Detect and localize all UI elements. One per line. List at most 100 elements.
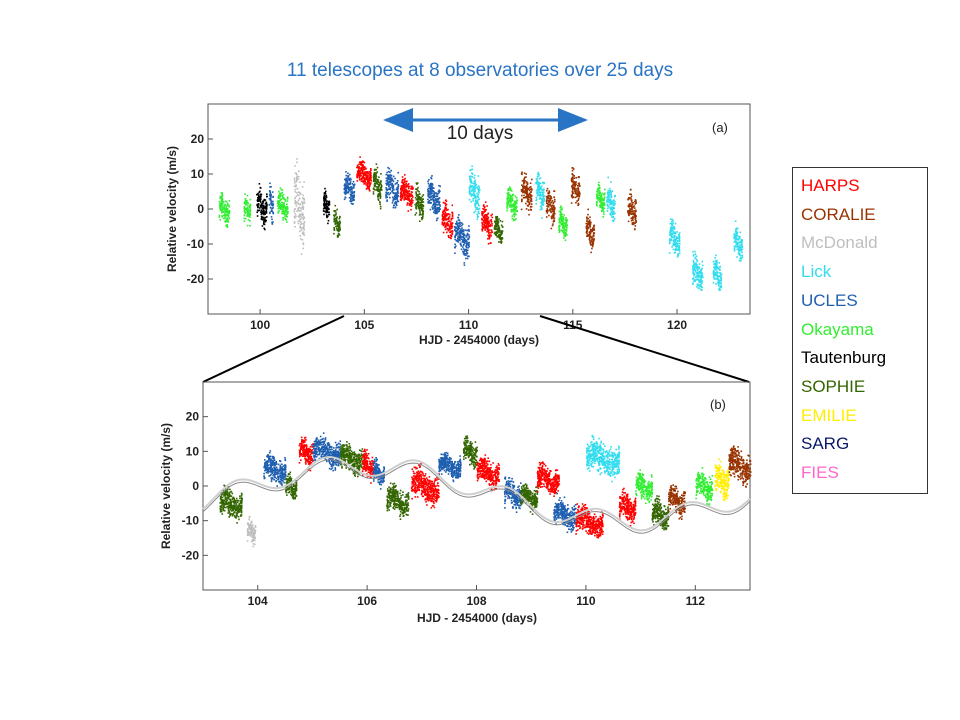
points-ucles-a11 xyxy=(385,166,400,209)
points-harps-a18 xyxy=(481,201,494,245)
y-tick-label: 0 xyxy=(192,479,199,493)
legend-entry-lick: Lick xyxy=(801,262,832,282)
model-curve-line xyxy=(202,455,751,532)
legend-entry-sophie: SOPHIE xyxy=(801,376,866,396)
points-sophie-b12 xyxy=(462,435,478,470)
points-mcdonald-a5 xyxy=(293,158,306,255)
panel-b-axes: 104 106 108 110 112 -20 -10 0 10 20 xyxy=(182,410,706,608)
points-harps-a12 xyxy=(399,174,414,212)
y-tick-label: 10 xyxy=(191,167,205,181)
x-tick-label: 110 xyxy=(459,318,479,332)
points-sophie-b0 xyxy=(219,484,243,524)
y-tick-label: -20 xyxy=(182,548,200,562)
panel-b-points xyxy=(219,432,752,548)
panel-b-ylabel: Relative velocity (m/s) xyxy=(159,423,173,549)
x-tick-label: 108 xyxy=(466,594,486,608)
points-okayama-a1 xyxy=(243,193,252,227)
points-ucles-b11 xyxy=(438,451,462,483)
points-okayama-a27 xyxy=(595,181,606,218)
points-harps-a9 xyxy=(356,156,373,192)
points-okayama-a0 xyxy=(218,192,231,228)
points-lick-b19 xyxy=(585,434,621,483)
panel-b-label: (b) xyxy=(710,397,726,412)
legend-entry-tautenburg: Tautenburg xyxy=(801,348,887,368)
legend-entry-mcdonald: McDonald xyxy=(801,233,878,253)
x-tick-label: 120 xyxy=(667,318,687,332)
y-tick-label: -10 xyxy=(182,514,200,528)
y-tick-label: -10 xyxy=(187,237,205,251)
x-tick-label: 104 xyxy=(248,594,268,608)
points-coralie-a21 xyxy=(520,171,533,216)
legend-entry-emilie: EMILIE xyxy=(801,405,857,425)
span-label: 10 days xyxy=(447,123,514,144)
points-harps-b20 xyxy=(618,487,637,527)
panel-a-xlabel: HJD - 2454000 (days) xyxy=(419,333,539,347)
panel-b: 104 106 108 110 112 -20 -10 0 10 20 (b) HJD - 245… xyxy=(159,381,752,625)
points-okayama-b24 xyxy=(695,467,714,507)
points-ucles-b2 xyxy=(263,450,287,487)
points-okayama-a20 xyxy=(506,186,519,222)
zoom-line-left xyxy=(202,315,345,383)
points-lick-a32 xyxy=(712,254,723,291)
points-ucles-b5 xyxy=(312,432,342,472)
points-sophie-b9 xyxy=(386,482,410,520)
points-sophie-a13 xyxy=(414,182,425,222)
points-harps-a15 xyxy=(441,199,454,240)
points-harps-b10 xyxy=(410,462,440,509)
points-sophie-b3 xyxy=(285,471,298,500)
legend-entry-coralie: CORALIE xyxy=(801,204,876,224)
y-tick-label: 20 xyxy=(191,132,205,146)
zoom-line-right xyxy=(539,315,750,383)
points-coralie-a25 xyxy=(570,167,581,207)
panel-b-model-curve xyxy=(202,455,751,534)
points-coralie-a29 xyxy=(627,188,637,231)
y-tick-label: 10 xyxy=(186,444,200,458)
model-curve-line xyxy=(202,459,751,534)
points-okayama-a24 xyxy=(558,205,569,242)
points-sophie-a7 xyxy=(333,204,341,238)
points-tautenburg-a2 xyxy=(256,183,268,231)
points-ucles-a14 xyxy=(427,175,441,222)
x-tick-label: 110 xyxy=(576,594,596,608)
panel-a-label: (a) xyxy=(712,120,728,135)
points-ucles-a8 xyxy=(343,171,356,205)
points-harps-b13 xyxy=(476,454,500,492)
panel-a-ylabel: Relative velocity (m/s) xyxy=(165,146,179,272)
points-harps-b16 xyxy=(536,461,561,497)
panel-a-points xyxy=(218,156,744,291)
points-lick-a33 xyxy=(733,220,744,262)
legend-entry-harps: HARPS xyxy=(801,176,860,195)
legend-entry-sarg: SARG xyxy=(801,434,850,454)
x-tick-label: 112 xyxy=(686,594,706,608)
points-emilie-b25 xyxy=(714,458,730,502)
legend-entry-ucles: UCLES xyxy=(801,290,858,310)
points-sophie-b6 xyxy=(339,441,364,478)
x-tick-label: 100 xyxy=(250,318,270,332)
points-sophie-a10 xyxy=(372,163,383,210)
points-lick-a28 xyxy=(606,176,616,222)
slide-title: 11 telescopes at 8 observatories over 25… xyxy=(286,60,674,81)
x-tick-label: 105 xyxy=(354,318,374,332)
points-lick-a30 xyxy=(668,218,681,258)
points-coralie-b23 xyxy=(668,484,686,520)
points-mcdonald-b1 xyxy=(246,515,257,548)
points-harps-b4 xyxy=(298,436,314,472)
y-tick-label: -20 xyxy=(187,272,205,286)
y-tick-label: 20 xyxy=(186,410,200,424)
points-lick-a31 xyxy=(691,250,704,291)
points-coralie-a26 xyxy=(585,208,596,254)
points-ucles-b17 xyxy=(553,492,577,534)
instrument-legend: HARPS CORALIE McDonald Lick UCLES Okayama Taut… xyxy=(792,167,928,494)
points-sophie-a19 xyxy=(493,215,504,244)
x-tick-label: 106 xyxy=(357,594,377,608)
y-tick-label: 0 xyxy=(197,202,204,216)
points-coralie-a23 xyxy=(545,187,556,230)
points-okayama-a4 xyxy=(276,187,289,223)
points-lick-a17 xyxy=(468,165,481,221)
points-coralie-b26 xyxy=(728,445,752,488)
points-ucles-a3 xyxy=(268,182,275,225)
points-sophie-b15 xyxy=(520,483,539,515)
